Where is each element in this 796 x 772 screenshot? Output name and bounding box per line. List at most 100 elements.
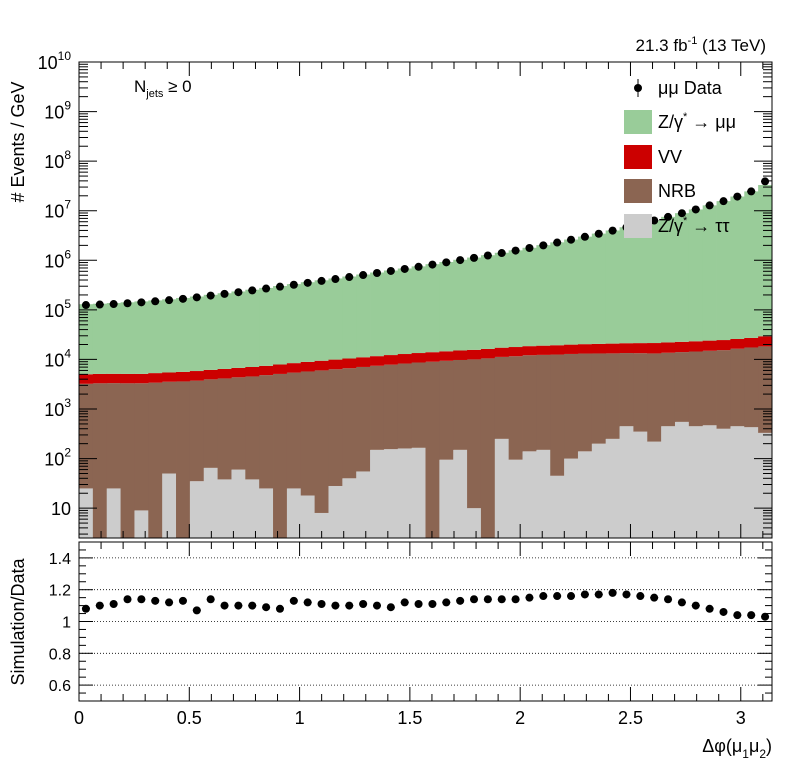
data-point-19 bbox=[345, 273, 354, 282]
main-panel: 10 102 103 104 105 106 107 108 109 1010 # Events … bbox=[8, 35, 773, 539]
data-point-13 bbox=[262, 284, 271, 293]
ratio-y-tick-label-2: 1 bbox=[62, 615, 71, 632]
ratio-point-41 bbox=[650, 593, 659, 602]
bar-zmm-24 bbox=[411, 266, 426, 354]
bar-vv-8 bbox=[189, 371, 205, 381]
data-point-23 bbox=[400, 264, 409, 273]
x-tick-label-5: 2.5 bbox=[618, 708, 643, 728]
ratio-point-32 bbox=[525, 593, 534, 602]
bar-nrb-33 bbox=[536, 354, 551, 450]
bar-vv-39 bbox=[619, 343, 634, 354]
bar-zmm-18 bbox=[328, 278, 343, 360]
ratio-y-tick-label-3: 1.2 bbox=[49, 583, 71, 600]
bar-vv-41 bbox=[647, 343, 662, 354]
main-y-axis-label: # Events / GeV bbox=[8, 81, 28, 202]
bar-zmm-13 bbox=[259, 287, 274, 366]
data-point-41 bbox=[650, 216, 659, 225]
data-point-48 bbox=[747, 187, 756, 196]
jet-category-label: Njets ≥ 0 bbox=[134, 77, 192, 100]
bar-nrb-29 bbox=[480, 358, 496, 538]
legend-swatch-nrb bbox=[624, 179, 652, 203]
bar-zmm-42 bbox=[661, 216, 676, 343]
bar-nrb-26 bbox=[439, 360, 454, 460]
bar-zmm-8 bbox=[189, 296, 205, 372]
x-tick-label-2: 1 bbox=[295, 708, 305, 728]
data-point-4 bbox=[137, 298, 146, 307]
bar-ztt-21 bbox=[370, 449, 385, 538]
bar-vv-21 bbox=[370, 356, 385, 366]
ratio-point-24 bbox=[414, 600, 423, 609]
data-point-12 bbox=[248, 286, 257, 295]
bar-zmm-45 bbox=[702, 205, 717, 341]
bar-nrb-24 bbox=[411, 362, 426, 448]
data-point-6 bbox=[165, 296, 174, 305]
main-y-tick-labels: 10 102 103 104 105 106 107 108 109 1010 bbox=[38, 49, 72, 519]
data-point-14 bbox=[275, 282, 284, 291]
legend-label-zmm: Z/γ* → μμ bbox=[658, 111, 736, 132]
bar-vv-22 bbox=[383, 355, 399, 365]
legend-swatch-vv bbox=[624, 145, 652, 169]
bar-ztt-2 bbox=[106, 488, 121, 538]
y-tick-label-8: 109 bbox=[44, 99, 71, 123]
bar-nrb-42 bbox=[661, 352, 676, 427]
ratio-point-33 bbox=[539, 592, 548, 601]
ratio-panel: 0.6 0.8 1 1.2 1.4 0 0.5 1 1.5 2 2.5 3 Simulation/D… bbox=[8, 541, 773, 761]
data-point-5 bbox=[151, 297, 160, 306]
bar-vv-16 bbox=[300, 361, 316, 372]
bar-ztt-22 bbox=[383, 449, 399, 538]
bar-zmm-21 bbox=[370, 272, 385, 357]
legend-label-data: μμ Data bbox=[658, 78, 723, 98]
bar-vv-4 bbox=[134, 373, 149, 384]
data-point-45 bbox=[705, 201, 714, 210]
bar-nrb-2 bbox=[106, 383, 121, 489]
bar-zmm-39 bbox=[619, 227, 634, 344]
bar-zmm-33 bbox=[536, 245, 551, 346]
data-point-47 bbox=[733, 192, 742, 201]
ratio-point-2 bbox=[109, 600, 118, 609]
data-point-36 bbox=[580, 232, 589, 241]
bar-ztt-37 bbox=[591, 443, 607, 538]
ratio-point-29 bbox=[483, 595, 492, 604]
x-axis-label: Δφ(μ1μ2) bbox=[702, 736, 772, 761]
x-tick-label-3: 1.5 bbox=[397, 708, 422, 728]
bar-nrb-35 bbox=[564, 353, 579, 459]
bar-nrb-45 bbox=[702, 350, 717, 426]
bar-zmm-31 bbox=[508, 250, 523, 348]
bar-vv-11 bbox=[231, 367, 246, 378]
bar-vv-30 bbox=[494, 347, 510, 357]
bar-vv-42 bbox=[661, 342, 676, 353]
ratio-point-25 bbox=[428, 600, 437, 609]
bar-ztt-43 bbox=[674, 421, 690, 538]
bar-nrb-16 bbox=[300, 371, 316, 496]
bar-vv-19 bbox=[342, 358, 357, 369]
bar-ztt-8 bbox=[189, 481, 205, 538]
ratio-point-13 bbox=[262, 603, 271, 612]
bar-zmm-25 bbox=[425, 264, 440, 353]
data-point-28 bbox=[470, 253, 479, 262]
ratio-y-tick-label-4: 1.4 bbox=[49, 551, 71, 568]
bar-zmm-35 bbox=[564, 239, 579, 345]
x-tick-labels: 0 0.5 1 1.5 2 2.5 3 bbox=[74, 708, 746, 728]
bar-nrb-27 bbox=[453, 359, 468, 450]
bar-zmm-28 bbox=[467, 257, 482, 350]
bar-ztt-4 bbox=[134, 510, 149, 538]
data-point-7 bbox=[178, 294, 187, 303]
bar-zmm-1 bbox=[92, 303, 108, 374]
bar-nrb-40 bbox=[633, 353, 648, 432]
ratio-point-44 bbox=[691, 601, 700, 610]
legend-label-ztt: Z/γ* → ττ bbox=[658, 215, 730, 236]
bar-zmm-15 bbox=[286, 284, 302, 364]
bar-vv-24 bbox=[411, 353, 426, 363]
ratio-point-27 bbox=[456, 596, 465, 605]
bar-vv-48 bbox=[744, 337, 759, 348]
bar-nrb-23 bbox=[397, 363, 413, 449]
bar-vv-18 bbox=[328, 359, 343, 370]
main-plot-frame bbox=[78, 61, 773, 539]
ratio-point-1 bbox=[95, 601, 104, 610]
ratio-point-39 bbox=[622, 590, 631, 599]
bar-zmm-27 bbox=[453, 259, 468, 351]
bar-nrb-47 bbox=[730, 348, 745, 427]
bar-vv-1 bbox=[92, 373, 108, 384]
bar-nrb-4 bbox=[134, 383, 149, 511]
